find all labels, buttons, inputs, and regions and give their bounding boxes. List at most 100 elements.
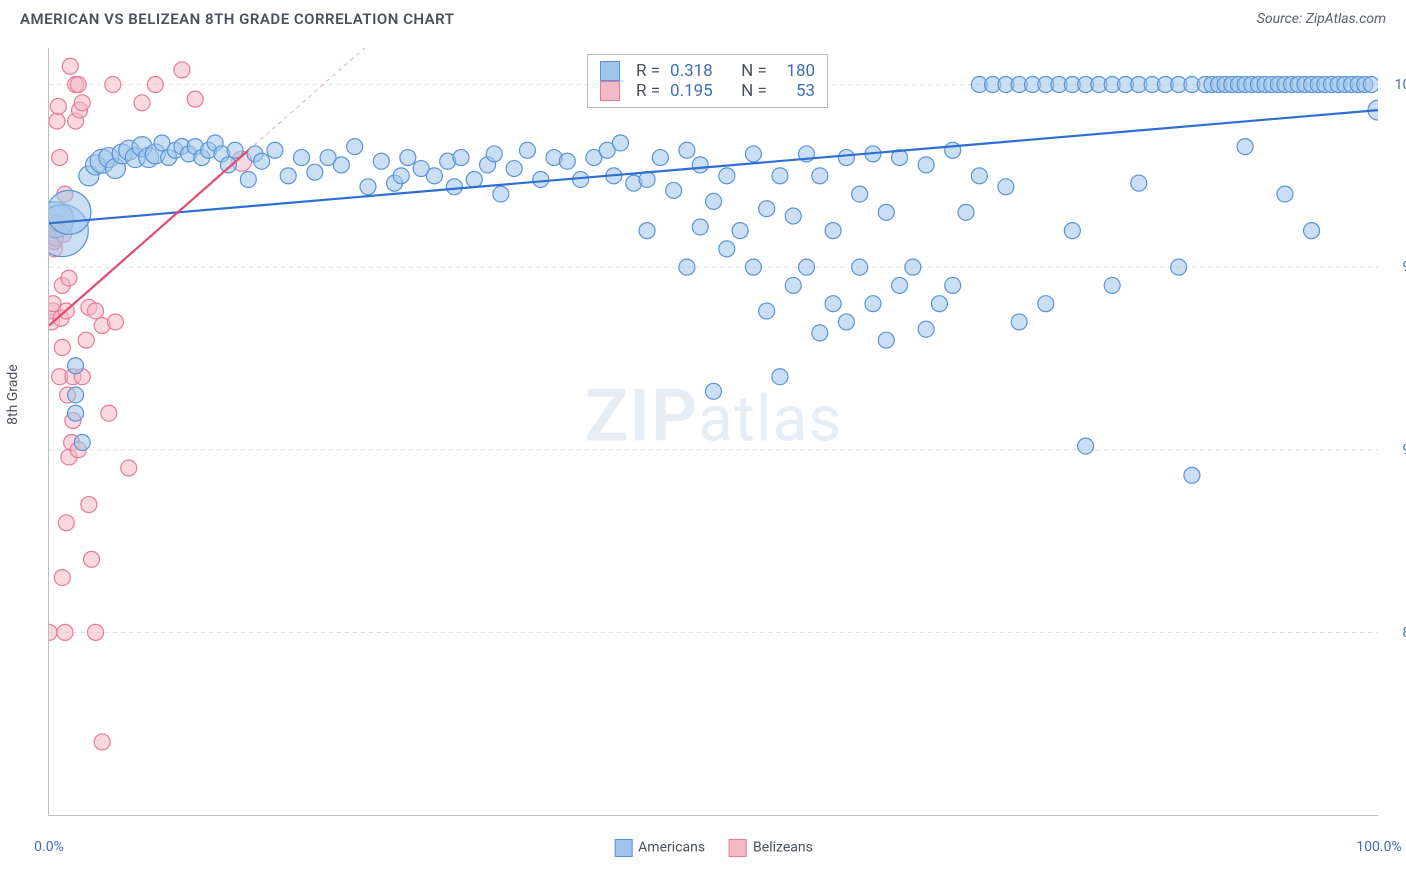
americans-point xyxy=(68,387,84,403)
americans-point xyxy=(446,179,462,195)
americans-point xyxy=(220,157,236,173)
y-tick-label: 95.0% xyxy=(1384,259,1406,275)
americans-point xyxy=(1104,277,1120,293)
stat-row-americans: R = 0.318 N = 180 xyxy=(600,61,815,81)
x-legend: Americans Belizeans xyxy=(614,839,813,857)
americans-point xyxy=(1184,467,1200,483)
americans-point xyxy=(393,168,409,184)
americans-point xyxy=(240,171,256,187)
americans-point xyxy=(772,168,788,184)
americans-point xyxy=(918,321,934,337)
americans-point xyxy=(706,193,722,209)
americans-point xyxy=(1171,259,1187,275)
belizeans-point xyxy=(94,734,110,750)
belizeans-trendline-extend xyxy=(248,48,381,150)
legend-item-belizeans: Belizeans xyxy=(729,839,813,857)
americans-point xyxy=(493,186,509,202)
x-tick-label: 100.0% xyxy=(1356,839,1401,855)
americans-legend-swatch-icon xyxy=(614,839,632,857)
belizeans-point xyxy=(54,570,70,586)
americans-point xyxy=(692,157,708,173)
belizeans-point xyxy=(121,460,137,476)
americans-point xyxy=(838,314,854,330)
americans-point xyxy=(799,259,815,275)
americans-n-value: 180 xyxy=(777,61,815,81)
y-tick-label: 100.0% xyxy=(1384,77,1406,93)
americans-point xyxy=(68,358,84,374)
americans-point xyxy=(931,296,947,312)
americans-point xyxy=(68,405,84,421)
belizeans-point xyxy=(49,624,57,640)
americans-swatch-icon xyxy=(600,61,620,81)
americans-point xyxy=(825,296,841,312)
belizeans-point xyxy=(88,624,104,640)
americans-point xyxy=(1363,77,1378,93)
americans-point xyxy=(745,259,761,275)
americans-point xyxy=(1277,186,1293,202)
americans-point xyxy=(1064,223,1080,239)
belizeans-n-value: 53 xyxy=(777,81,815,101)
x-tick-label: 0.0% xyxy=(34,839,64,855)
americans-point xyxy=(812,168,828,184)
americans-point xyxy=(852,186,868,202)
americans-point xyxy=(706,383,722,399)
scatter-svg xyxy=(49,48,1378,815)
americans-point xyxy=(506,161,522,177)
belizeans-point xyxy=(84,551,100,567)
chart-source: Source: ZipAtlas.com xyxy=(1257,11,1386,27)
americans-point xyxy=(732,223,748,239)
belizeans-point xyxy=(101,405,117,421)
americans-point xyxy=(267,142,283,158)
americans-point xyxy=(838,150,854,166)
americans-point xyxy=(1304,223,1320,239)
americans-point xyxy=(905,259,921,275)
belizeans-r-value: 0.195 xyxy=(670,81,713,101)
belizeans-point xyxy=(49,113,65,129)
belizeans-point xyxy=(58,515,74,531)
belizeans-legend-label: Belizeans xyxy=(753,840,813,856)
americans-point xyxy=(307,164,323,180)
belizeans-point xyxy=(62,58,78,74)
americans-point xyxy=(679,259,695,275)
belizeans-point xyxy=(187,91,203,107)
americans-point xyxy=(865,296,881,312)
americans-point xyxy=(692,219,708,235)
stats-legend-box: R = 0.318 N = 180R = 0.195 N = 53 xyxy=(587,54,828,108)
americans-point xyxy=(612,135,628,151)
americans-point xyxy=(878,204,894,220)
americans-point xyxy=(639,223,655,239)
belizeans-point xyxy=(78,332,94,348)
americans-point xyxy=(666,182,682,198)
legend-item-americans: Americans xyxy=(614,839,705,857)
americans-point xyxy=(918,157,934,173)
americans-point xyxy=(453,150,469,166)
americans-point xyxy=(360,179,376,195)
americans-point xyxy=(945,277,961,293)
y-tick-label: 90.0% xyxy=(1384,442,1406,458)
stat-row-belizeans: R = 0.195 N = 53 xyxy=(600,81,815,101)
americans-point xyxy=(254,153,270,169)
belizeans-point xyxy=(74,95,90,111)
belizeans-point xyxy=(105,77,121,93)
americans-point xyxy=(958,204,974,220)
americans-point xyxy=(74,434,90,450)
americans-point xyxy=(652,150,668,166)
belizeans-point xyxy=(50,98,66,114)
belizeans-point xyxy=(54,340,70,356)
y-axis-label: 8th Grade xyxy=(5,364,21,425)
americans-point xyxy=(1011,314,1027,330)
americans-point xyxy=(49,190,91,234)
chart-title: AMERICAN VS BELIZEAN 8TH GRADE CORRELATI… xyxy=(20,10,454,28)
belizeans-point xyxy=(81,497,97,513)
americans-point xyxy=(785,277,801,293)
americans-point xyxy=(759,201,775,217)
americans-point xyxy=(812,325,828,341)
americans-point xyxy=(280,168,296,184)
americans-legend-label: Americans xyxy=(638,840,705,856)
americans-point xyxy=(333,157,349,173)
americans-point xyxy=(745,146,761,162)
americans-point xyxy=(719,168,735,184)
americans-point xyxy=(1237,139,1253,155)
americans-point xyxy=(294,150,310,166)
belizeans-point xyxy=(70,77,86,93)
